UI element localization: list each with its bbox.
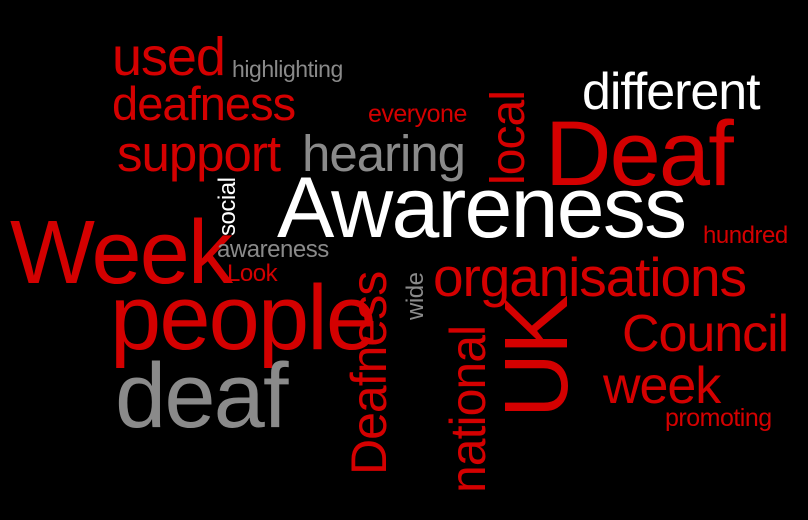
word-week-small: week (603, 357, 721, 415)
word-different: different (582, 63, 761, 121)
word-awareness-small: awareness (217, 236, 329, 263)
word-used: used (112, 27, 226, 87)
word-week-big: Week (10, 203, 233, 303)
word-social: social (214, 177, 241, 236)
word-hundred: hundred (703, 222, 788, 249)
word-highlighting: highlighting (232, 56, 343, 82)
word-national: national (440, 325, 496, 493)
word-deafness-top: deafness (112, 77, 296, 130)
word-look: Look (227, 260, 278, 287)
word-wide: wide (402, 272, 429, 320)
word-promoting: promoting (665, 404, 772, 432)
word-uk: UK (487, 296, 587, 418)
word-awareness-big: Awareness (277, 160, 687, 256)
word-deafness-vertical: Deafness (341, 271, 397, 475)
word-support: support (117, 125, 281, 182)
word-deaf-big: Deaf (545, 103, 734, 205)
word-everyone: everyone (368, 100, 467, 128)
word-local: local (482, 91, 535, 185)
word-people: people (110, 267, 377, 369)
word-deaf-grey: deaf (115, 345, 289, 447)
word-organisations: organisations (433, 246, 747, 308)
word-hearing: hearing (302, 125, 466, 182)
word-council: Council (622, 305, 789, 363)
